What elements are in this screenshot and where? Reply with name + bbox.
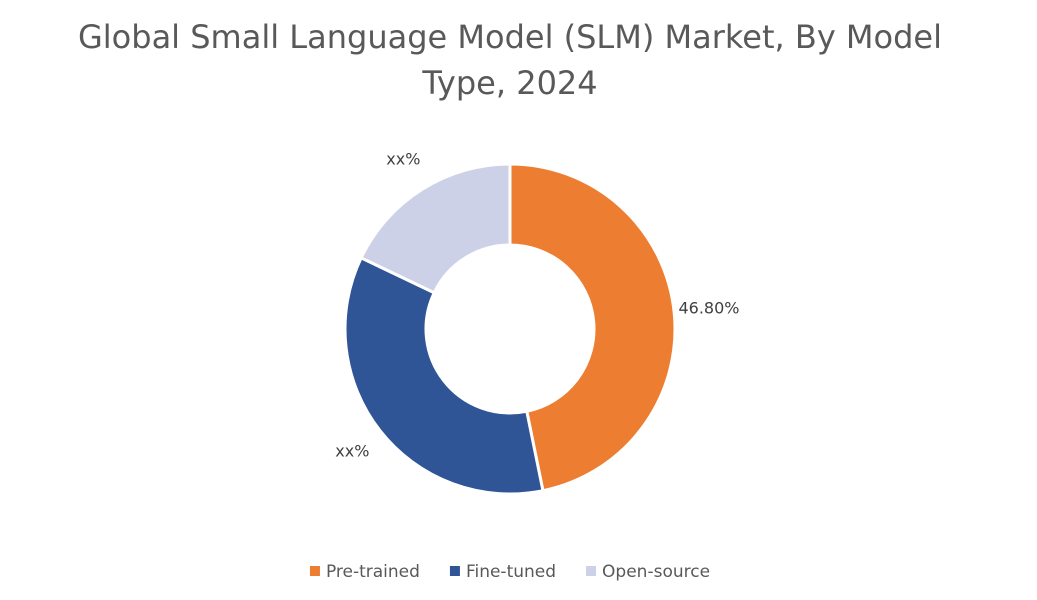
data-label: xx%: [335, 442, 369, 461]
donut-segment: [343, 255, 545, 496]
legend-swatch: [309, 566, 320, 576]
donut-segment: [359, 162, 512, 295]
chart-title: Global Small Language Model (SLM) Market…: [77, 18, 942, 102]
legend-swatch: [586, 566, 597, 576]
data-label: 46.80%: [678, 298, 739, 317]
data-label: xx%: [386, 149, 420, 168]
donut-segment: [508, 162, 677, 493]
legend-swatch: [449, 566, 460, 576]
legend-label: Fine-tuned: [466, 562, 556, 582]
legend-label: Pre-trained: [326, 562, 420, 582]
legend-label: Open-source: [602, 562, 710, 582]
